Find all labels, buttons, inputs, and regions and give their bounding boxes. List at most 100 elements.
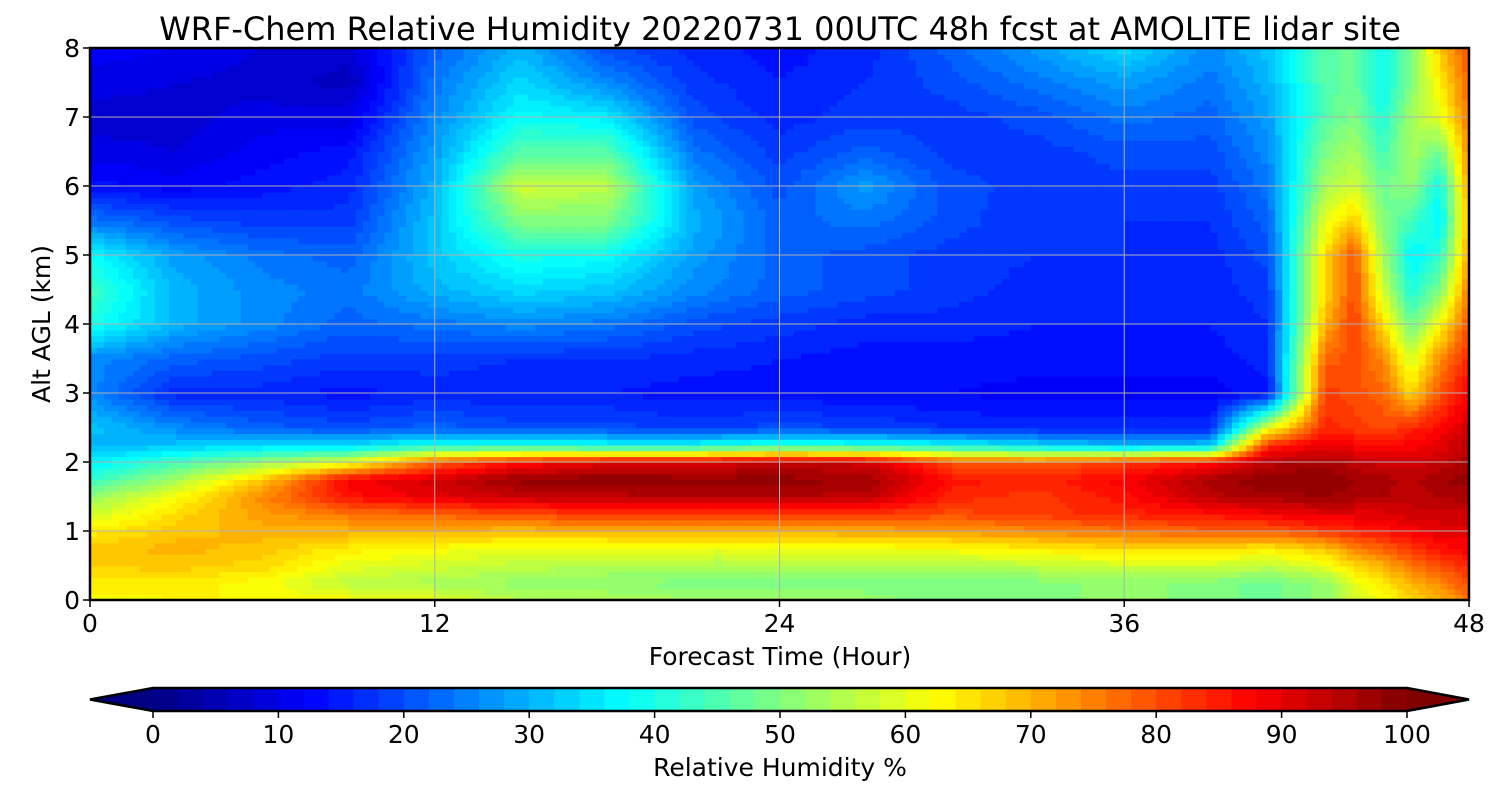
field-cell (549, 571, 558, 578)
field-cell (312, 548, 321, 555)
field-cell (1174, 490, 1183, 498)
field-cell (822, 577, 831, 584)
field-cell (944, 508, 953, 515)
field-cell (987, 571, 996, 578)
field-cell (1002, 513, 1011, 521)
field-cell (1066, 519, 1075, 527)
field-cell (1289, 513, 1298, 521)
field-cell (398, 582, 407, 590)
field-cell (915, 571, 924, 578)
field-cell (1368, 577, 1377, 584)
field-cell (729, 594, 738, 600)
field-cell (183, 582, 192, 590)
field-cell (169, 582, 177, 590)
field-cell (1131, 473, 1140, 481)
field-cell (1339, 531, 1348, 538)
field-cell (915, 502, 924, 509)
field-cell (1109, 525, 1118, 532)
field-cell (219, 473, 228, 481)
field-cell (1038, 559, 1047, 567)
field-cell (269, 467, 278, 475)
field-cell (154, 508, 163, 515)
field-cell (729, 531, 738, 538)
field-cell (750, 473, 759, 481)
field-cell (104, 473, 113, 481)
field-cell (822, 496, 831, 504)
field-cell (248, 559, 256, 567)
field-cell (1303, 554, 1312, 561)
field-cell (1260, 559, 1269, 567)
field-cell (319, 485, 328, 492)
field-cell (355, 531, 364, 538)
field-cell (686, 502, 695, 509)
field-cell (722, 594, 731, 600)
field-cell (1332, 479, 1341, 486)
field-cell (1253, 513, 1262, 521)
field-cell (477, 473, 486, 481)
field-cell (1332, 508, 1341, 515)
field-cell (851, 594, 860, 600)
field-cell (140, 508, 149, 515)
field-cell (1425, 496, 1434, 504)
field-cell (233, 485, 242, 492)
field-cell (930, 536, 939, 544)
field-cell (657, 594, 666, 600)
field-cell (312, 496, 321, 504)
field-cell (707, 531, 716, 538)
field-cell (463, 588, 472, 596)
field-cell (1088, 496, 1097, 504)
field-cell (1389, 542, 1398, 550)
field-cell (987, 519, 996, 527)
field-cell (391, 479, 400, 486)
field-cell (1181, 531, 1190, 538)
field-cell (1073, 519, 1082, 527)
field-cell (822, 513, 831, 521)
field-cell (707, 559, 716, 567)
field-cell (822, 554, 831, 561)
field-cell (887, 519, 896, 527)
field-cell (851, 531, 860, 538)
field-cell (822, 531, 831, 538)
field-cell (133, 536, 142, 544)
field-cell (614, 559, 623, 567)
field-cell (111, 444, 120, 452)
field-cell (1181, 519, 1190, 527)
field-cell (1382, 594, 1391, 600)
field-cell (1052, 594, 1061, 600)
field-cell (951, 554, 960, 561)
field-cell (1246, 525, 1255, 532)
field-cell (535, 462, 544, 469)
field-cell (851, 582, 860, 590)
field-cell (169, 456, 177, 463)
field-cell (549, 496, 558, 504)
field-cell (1066, 582, 1075, 590)
field-cell (398, 508, 407, 515)
field-cell (1239, 565, 1248, 573)
field-cell (348, 582, 357, 590)
field-cell (413, 508, 422, 515)
field-cell (966, 531, 975, 538)
field-cell (1275, 594, 1284, 600)
field-cell (1023, 490, 1032, 498)
field-cell (97, 531, 106, 538)
field-cell (535, 467, 544, 475)
field-cell (1461, 525, 1469, 532)
field-cell (650, 519, 659, 527)
field-cell (1440, 559, 1449, 567)
field-cell (190, 473, 199, 481)
field-cell (377, 467, 386, 475)
field-cell (1023, 548, 1032, 555)
field-cell (994, 525, 1003, 532)
field-cell (204, 450, 213, 458)
field-cell (1066, 513, 1075, 521)
field-cell (722, 548, 731, 555)
field-cell (147, 473, 156, 481)
field-cell (1231, 554, 1240, 561)
field-cell (786, 519, 795, 527)
field-cell (951, 496, 960, 504)
field-cell (169, 513, 177, 521)
field-cell (140, 485, 149, 492)
field-cell (1131, 565, 1140, 573)
field-cell (750, 496, 759, 504)
field-cell (1361, 508, 1370, 515)
